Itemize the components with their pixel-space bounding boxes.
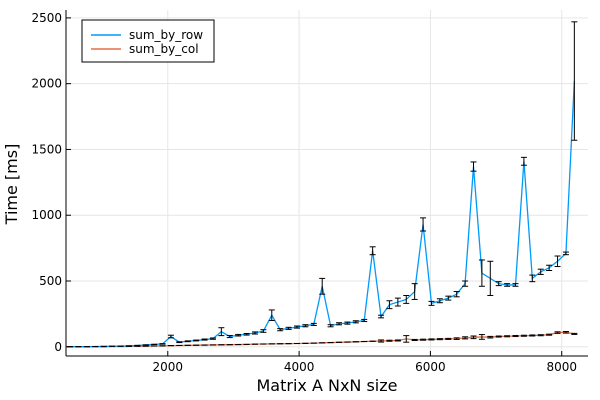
x-tick-label: 8000: [546, 360, 577, 374]
series: [67, 21, 578, 348]
y-tick-label: 2500: [31, 11, 62, 25]
legend-entry-sum-by-col: sum_by_col: [129, 42, 199, 56]
x-axis-label: Matrix A NxN size: [256, 376, 397, 395]
plot-frame: [65, 10, 588, 357]
y-axis-ticks: 0 500 1000 1500 2000 2500: [31, 11, 71, 354]
legend: sum_by_row sum_by_col: [81, 19, 215, 63]
grid: [66, 10, 588, 356]
y-tick-label: 1000: [31, 208, 62, 222]
series-sum-by-row: [67, 21, 578, 348]
legend-entry-sum-by-row: sum_by_row: [129, 28, 203, 42]
x-axis-ticks: 2000 4000 6000 8000: [153, 351, 577, 374]
y-tick-label: 2000: [31, 77, 62, 91]
y-tick-label: 0: [54, 340, 62, 354]
x-tick-label: 2000: [153, 360, 184, 374]
legend-box: [81, 19, 215, 63]
x-tick-label: 6000: [415, 360, 446, 374]
y-axis-label: Time [ms]: [2, 144, 21, 226]
y-tick-label: 1500: [31, 142, 62, 156]
x-tick-label: 4000: [284, 360, 315, 374]
y-tick-label: 500: [39, 274, 62, 288]
